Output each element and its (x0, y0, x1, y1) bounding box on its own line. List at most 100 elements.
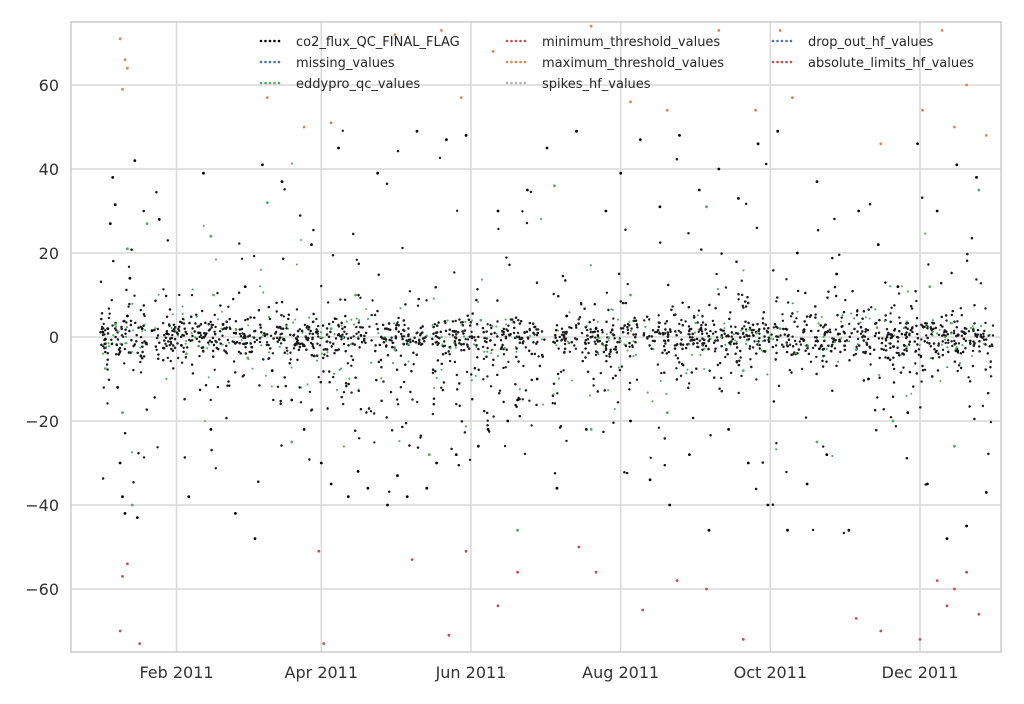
cloud-point (340, 321, 343, 325)
legend-marker (785, 39, 788, 43)
cloud-point (200, 309, 204, 313)
cloud-point (623, 471, 626, 474)
cloud-point (195, 337, 198, 340)
cloud-point (584, 347, 587, 350)
cloud-point (211, 336, 215, 340)
data-layer (99, 24, 995, 645)
cloud-point (513, 321, 516, 324)
cloud-point (720, 252, 723, 255)
legend-marker (519, 39, 522, 43)
cloud-point (970, 237, 974, 240)
cloud-point (268, 316, 270, 318)
cloud-point (862, 339, 865, 342)
series-point (123, 58, 127, 62)
cloud-point (440, 386, 443, 389)
cloud-point (670, 308, 673, 312)
cloud-point (401, 337, 404, 341)
cloud-point (785, 341, 788, 344)
cloud-point (285, 325, 288, 328)
cloud-point (240, 339, 243, 342)
cloud-point (278, 338, 281, 341)
cloud-point (944, 341, 947, 345)
cloud-point (754, 340, 757, 343)
cloud-point (904, 326, 907, 329)
cloud-point (568, 326, 571, 329)
series-point (113, 203, 117, 207)
cloud-point (453, 360, 457, 364)
cloud-point (465, 370, 469, 374)
cloud-point (486, 411, 489, 415)
cloud-point (184, 356, 188, 359)
cloud-point (221, 334, 224, 337)
cloud-point (170, 326, 173, 329)
cloud-point (607, 389, 610, 392)
series-point (454, 453, 458, 456)
cloud-point (856, 330, 859, 333)
cloud-point (200, 346, 204, 349)
cloud-point (489, 339, 492, 342)
cloud-point (908, 370, 912, 374)
cloud-point (142, 324, 145, 328)
cloud-point (976, 333, 979, 336)
cloud-point (907, 343, 911, 346)
cloud-point (874, 308, 877, 311)
cloud-point (342, 445, 345, 448)
legend-marker (780, 39, 784, 43)
cloud-point (740, 374, 743, 378)
cloud-point (434, 286, 437, 289)
cloud-point (628, 324, 631, 327)
cloud-point (917, 353, 920, 356)
cloud-point (301, 332, 304, 334)
cloud-point (322, 348, 325, 351)
cloud-point (677, 329, 680, 332)
cloud-point (384, 345, 388, 348)
cloud-point (603, 389, 606, 392)
cloud-point (680, 318, 683, 322)
cloud-point (123, 362, 126, 365)
cloud-point (819, 324, 822, 327)
cloud-point (382, 337, 386, 340)
cloud-point (106, 332, 110, 335)
cloud-point (536, 340, 539, 344)
cloud-point (155, 191, 158, 194)
cloud-point (738, 359, 741, 362)
cloud-point (973, 342, 976, 345)
cloud-point (489, 385, 493, 388)
cloud-point (165, 315, 169, 318)
cloud-point (326, 301, 330, 304)
cloud-point (111, 324, 114, 327)
cloud-point (869, 363, 872, 366)
cloud-point (861, 336, 864, 339)
cloud-point (575, 326, 578, 329)
series-point (705, 205, 708, 209)
cloud-point (593, 303, 596, 306)
cloud-point (827, 290, 830, 293)
cloud-point (693, 338, 696, 341)
cloud-point (237, 291, 241, 294)
cloud-point (431, 324, 434, 327)
cloud-point (264, 374, 267, 377)
cloud-point (983, 338, 986, 341)
grid-lines (71, 22, 1001, 652)
cloud-point (853, 317, 856, 320)
cloud-point (364, 341, 367, 344)
cloud-point (940, 343, 943, 346)
cloud-point (321, 324, 325, 327)
cloud-point (617, 318, 620, 321)
cloud-point (485, 337, 488, 340)
cloud-point (619, 300, 622, 303)
cloud-point (141, 357, 144, 360)
cloud-point (716, 363, 719, 367)
cloud-point (295, 308, 299, 311)
cloud-point (184, 330, 187, 334)
cloud-point (469, 321, 472, 324)
cloud-point (716, 339, 719, 342)
cloud-point (937, 344, 940, 347)
cloud-point (931, 375, 934, 378)
cloud-point (946, 333, 949, 336)
cloud-point (513, 326, 516, 330)
cloud-point (165, 377, 168, 380)
cloud-point (903, 344, 906, 347)
cloud-point (308, 332, 311, 335)
cloud-point (696, 345, 699, 349)
